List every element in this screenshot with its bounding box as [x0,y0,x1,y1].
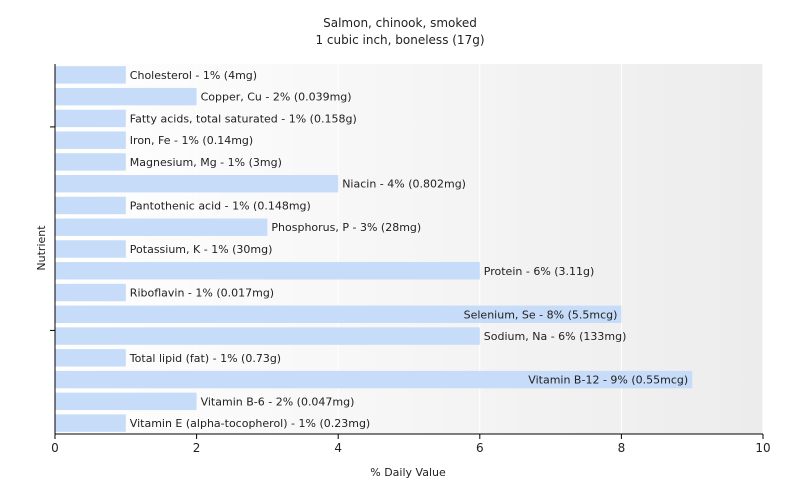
data-label: Copper, Cu - 2% (0.039mg) [201,91,352,104]
bar [55,283,126,302]
x-tick-label: 2 [193,441,201,455]
y-axis-label: Nutrient [35,225,48,271]
bar [55,370,693,389]
bar [55,196,126,215]
data-label: Magnesium, Mg - 1% (3mg) [130,156,282,169]
data-label: Selenium, Se - 8% (5.5mcg) [464,308,618,321]
bar [55,327,480,345]
data-label: Iron, Fe - 1% (0.14mg) [130,134,253,147]
bar [55,392,197,411]
bar [55,262,480,280]
data-label: Potassium, K - 1% (30mg) [130,243,273,256]
data-label: Total lipid (fat) - 1% (0.73g) [129,352,281,365]
bar [55,240,126,258]
bar [55,305,622,323]
chart-subtitle: 1 cubic inch, boneless (17g) [315,33,484,47]
data-label: Fatty acids, total saturated - 1% (0.158… [130,112,357,125]
data-label: Vitamin B-6 - 2% (0.047mg) [201,395,355,408]
chart-title: Salmon, chinook, smoked [323,16,477,30]
data-label: Cholesterol - 1% (4mg) [130,69,257,82]
x-tick-label: 8 [618,441,626,455]
x-tick-label: 4 [334,441,342,455]
bar [55,218,268,236]
x-tick-label: 0 [51,441,59,455]
bar [55,109,126,128]
bar [55,175,339,193]
bar [55,414,126,432]
data-label: Sodium, Na - 6% (133mg) [484,330,627,343]
x-axis-label: % Daily Value [370,466,446,479]
bar [55,87,197,106]
data-label: Protein - 6% (3.11g) [484,265,595,278]
data-label: Niacin - 4% (0.802mg) [342,178,466,191]
bar [55,66,126,84]
x-tick-label: 6 [476,441,484,455]
bar [55,153,126,171]
data-label: Pantothenic acid - 1% (0.148mg) [130,199,311,212]
bar [55,131,126,149]
bar [55,349,126,367]
bars: Cholesterol - 1% (4mg) Copper, Cu - 2% (0… [55,66,693,432]
data-label: Riboflavin - 1% (0.017mg) [130,287,274,300]
data-label: Vitamin E (alpha-tocopherol) - 1% (0.23m… [130,417,370,430]
data-label: Phosphorus, P - 3% (28mg) [271,221,421,234]
axes: 0 2 4 6 8 10 [50,64,771,455]
x-tick-label: 10 [755,441,770,455]
data-label: Vitamin B-12 - 9% (0.55mcg) [528,374,688,387]
